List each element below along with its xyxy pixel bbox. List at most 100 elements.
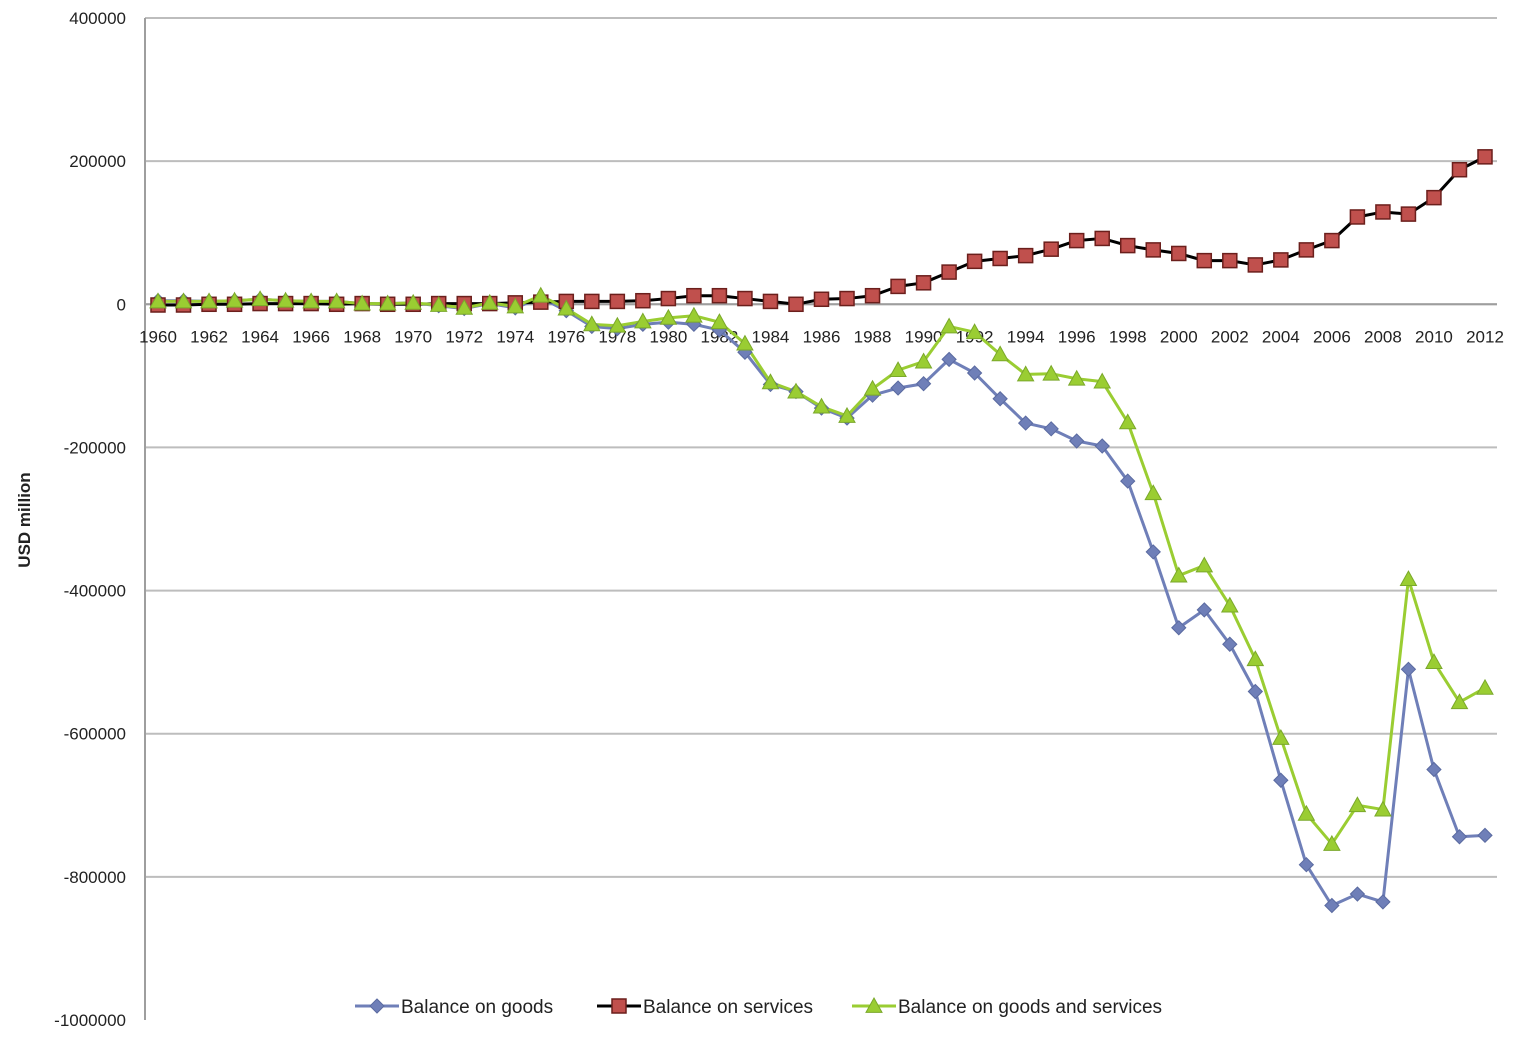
data-point bbox=[1374, 800, 1392, 817]
x-tick-label: 2002 bbox=[1211, 327, 1249, 346]
series-marker-group bbox=[150, 149, 1493, 313]
data-point bbox=[711, 287, 728, 304]
data-point bbox=[1477, 827, 1493, 844]
data-point bbox=[1426, 761, 1442, 778]
data-point bbox=[353, 294, 372, 311]
data-point bbox=[557, 299, 576, 316]
data-point bbox=[1375, 894, 1391, 910]
data-point bbox=[1171, 245, 1187, 262]
data-point bbox=[659, 308, 678, 325]
data-point bbox=[1247, 683, 1264, 700]
data-point bbox=[813, 291, 830, 308]
y-tick-label: -200000 bbox=[64, 438, 126, 457]
x-tick-label: 1962 bbox=[190, 327, 228, 346]
x-tick-label: 1986 bbox=[803, 327, 841, 346]
x-tick-label: 1966 bbox=[292, 327, 330, 346]
legend-label: Balance on goods and services bbox=[898, 997, 1162, 1018]
data-point bbox=[1068, 433, 1085, 449]
data-point bbox=[864, 287, 881, 304]
data-point bbox=[480, 293, 499, 310]
data-point bbox=[1017, 247, 1034, 264]
x-tick-label: 1976 bbox=[547, 327, 585, 346]
data-point bbox=[1271, 728, 1290, 745]
data-point bbox=[761, 373, 780, 390]
data-point bbox=[1145, 242, 1161, 258]
data-point bbox=[225, 291, 244, 308]
data-point bbox=[1273, 772, 1289, 788]
data-point bbox=[736, 334, 754, 351]
data-point bbox=[1144, 484, 1163, 501]
data-point bbox=[991, 345, 1009, 362]
data-point bbox=[941, 264, 957, 280]
data-point bbox=[1043, 241, 1059, 257]
data-point bbox=[1169, 566, 1188, 583]
y-tick-label: -1000000 bbox=[54, 1011, 126, 1030]
gridlines bbox=[145, 17, 1497, 878]
data-point bbox=[1017, 415, 1034, 431]
series-markers bbox=[149, 149, 1494, 914]
legend-label: Balance on goods bbox=[401, 997, 553, 1018]
x-tick-label: 2000 bbox=[1160, 327, 1198, 346]
data-point bbox=[1042, 364, 1061, 381]
x-tick-label: 2010 bbox=[1415, 327, 1453, 346]
legend-marker bbox=[369, 998, 385, 1014]
data-point bbox=[1349, 209, 1366, 225]
data-point bbox=[1399, 570, 1418, 587]
data-point bbox=[940, 317, 958, 334]
data-point bbox=[890, 380, 906, 396]
data-point bbox=[1067, 369, 1086, 386]
y-tick-label: -400000 bbox=[64, 582, 126, 601]
legend-marker bbox=[611, 998, 627, 1014]
data-point bbox=[812, 397, 831, 414]
data-point bbox=[1246, 650, 1265, 667]
y-axis-label: USD million bbox=[15, 472, 34, 567]
data-point bbox=[1450, 693, 1469, 710]
y-tick-label: 0 bbox=[117, 295, 126, 314]
x-tick-label: 1990 bbox=[905, 327, 943, 346]
x-tick-label: 1994 bbox=[1007, 327, 1045, 346]
data-point bbox=[1094, 438, 1110, 454]
data-point bbox=[1220, 596, 1239, 613]
data-point bbox=[327, 292, 346, 309]
data-point bbox=[582, 315, 601, 332]
data-point bbox=[1016, 365, 1035, 382]
data-point bbox=[660, 290, 677, 307]
data-point bbox=[608, 316, 627, 333]
data-point bbox=[1349, 886, 1366, 902]
series-lines bbox=[158, 155, 1486, 907]
series-line bbox=[158, 155, 1486, 307]
data-point bbox=[889, 361, 907, 378]
data-point bbox=[634, 312, 652, 329]
data-point bbox=[710, 313, 729, 330]
data-point bbox=[1222, 252, 1238, 269]
y-tick-label: -600000 bbox=[64, 725, 126, 744]
data-point bbox=[737, 290, 753, 307]
data-point bbox=[685, 306, 703, 323]
data-point bbox=[1119, 237, 1136, 254]
data-point bbox=[1400, 206, 1417, 222]
y-tick-label: -800000 bbox=[64, 868, 126, 887]
data-point bbox=[200, 292, 218, 309]
data-point bbox=[1195, 556, 1214, 573]
x-tick-label: 1960 bbox=[139, 327, 177, 346]
data-point bbox=[429, 295, 448, 312]
data-point bbox=[378, 294, 397, 311]
data-point bbox=[992, 250, 1008, 267]
data-point bbox=[1120, 473, 1136, 489]
data-point bbox=[1273, 252, 1289, 268]
y-tick-labels: 400000 200000 0 -200000 -400000 -600000 -80000… bbox=[54, 9, 126, 1030]
data-point bbox=[1451, 829, 1468, 845]
data-point bbox=[1323, 834, 1341, 851]
data-point bbox=[992, 391, 1008, 407]
x-tick-label: 1980 bbox=[649, 327, 687, 346]
data-point bbox=[174, 292, 193, 309]
data-point bbox=[762, 293, 779, 310]
data-point bbox=[863, 379, 882, 396]
data-point bbox=[1043, 421, 1059, 437]
data-point bbox=[965, 323, 984, 340]
data-point bbox=[1247, 257, 1264, 273]
data-point bbox=[1451, 161, 1468, 178]
series-marker-group bbox=[150, 290, 1493, 914]
